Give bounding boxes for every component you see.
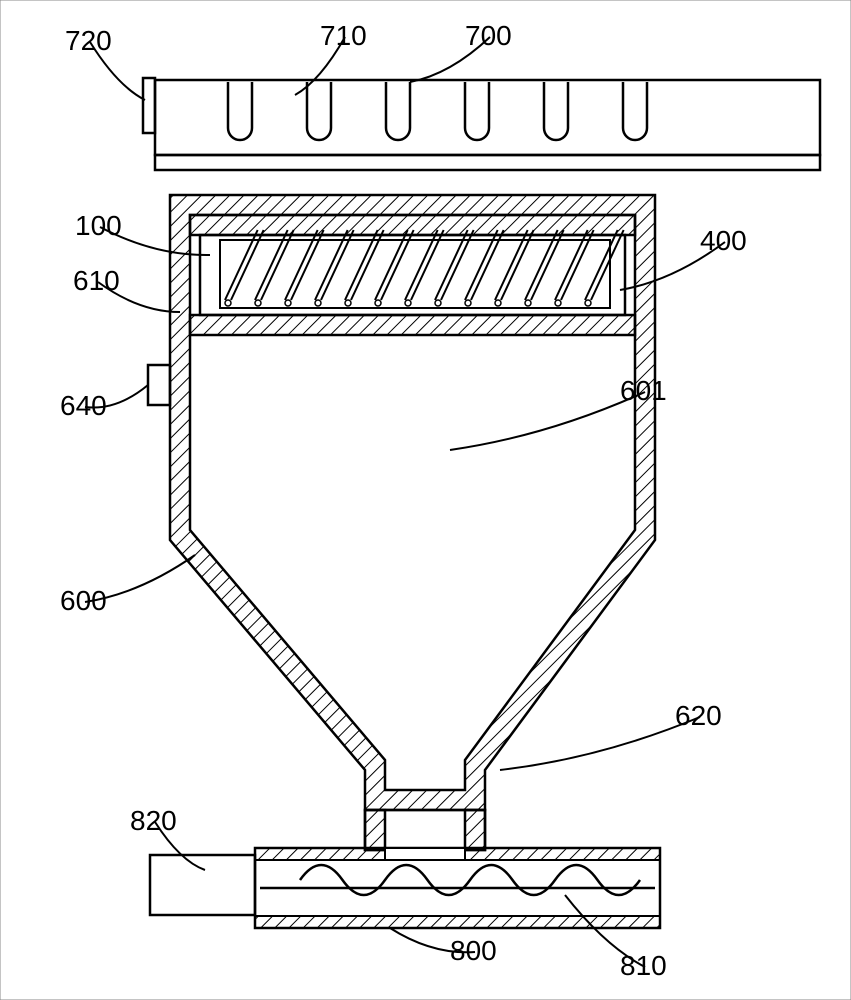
label-640: 640 xyxy=(60,390,107,421)
label-620: 620 xyxy=(675,700,722,731)
label-710: 710 xyxy=(320,20,367,51)
part-100-610 xyxy=(190,215,635,335)
part-820 xyxy=(150,855,255,915)
label-700: 700 xyxy=(465,20,512,51)
part-720 xyxy=(143,78,155,133)
technical-diagram: 100 400 600 601 610 620 640 700 710 720 800 810 820 xyxy=(0,0,851,1000)
label-810: 810 xyxy=(620,950,667,981)
label-601: 601 xyxy=(620,375,667,406)
fins-710 xyxy=(228,82,647,140)
label-720: 720 xyxy=(65,25,112,56)
label-610: 610 xyxy=(73,265,120,296)
label-820: 820 xyxy=(130,805,177,836)
part-620 xyxy=(365,810,485,850)
auger-810 xyxy=(300,865,640,895)
part-640 xyxy=(148,365,170,405)
label-400: 400 xyxy=(700,225,747,256)
part-600 xyxy=(170,195,655,810)
label-800: 800 xyxy=(450,935,497,966)
blades-400 xyxy=(225,230,624,306)
part-800 xyxy=(255,848,660,928)
label-600: 600 xyxy=(60,585,107,616)
part-700 xyxy=(155,80,820,170)
label-100: 100 xyxy=(75,210,122,241)
